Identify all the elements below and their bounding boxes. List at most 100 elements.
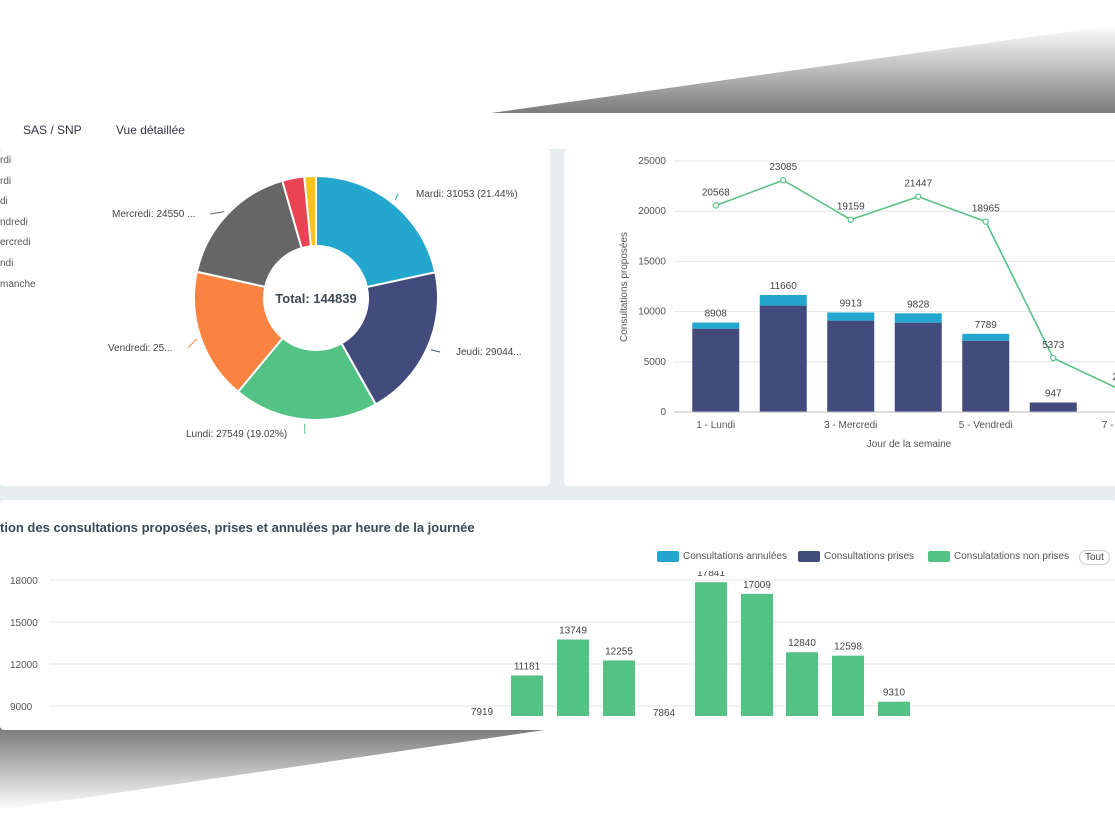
hourly-bar [832, 655, 864, 716]
donut-chart: Mardi: 31053 (21.44%) Jeudi: 29044... Lund… [108, 174, 522, 440]
x-tick-label: 1 - Lundi [696, 420, 735, 431]
pie-slice-mardi [315, 174, 437, 289]
y-tick-label: 20000 [638, 206, 666, 217]
line-point [712, 202, 719, 209]
bar-prises [894, 322, 942, 412]
hourly-bar [786, 652, 818, 716]
bar-value-label: 8908 [705, 309, 728, 320]
y-tick-label: 12000 [10, 660, 38, 671]
bar-annulees [692, 322, 740, 329]
hourly-bar-label: 12840 [788, 638, 816, 649]
legend-item[interactable]: rdi [0, 155, 12, 166]
callout-line [209, 211, 225, 215]
y-tick-label: 15000 [10, 618, 38, 629]
hourly-bar-label: 12598 [834, 642, 862, 653]
legend-swatch [928, 551, 950, 562]
line-value-label: 5373 [1042, 340, 1065, 351]
y-tick-label: 5000 [644, 357, 667, 368]
pie-legend: rdi rdi di ndredi ercredi ndi manche [0, 155, 36, 299]
bar-prises [962, 340, 1010, 412]
legend-swatch [798, 551, 820, 562]
legend-item[interactable]: di [0, 196, 8, 208]
legend-prises[interactable]: Consultations prises [798, 551, 914, 562]
line-point [847, 216, 854, 223]
weekday-card: 0 5000 10000 15000 20000 25000 8908 1 - Lundi 11… [564, 149, 1115, 486]
line-value-label: 18965 [972, 204, 1000, 215]
bar-annulees [827, 312, 875, 321]
donut-card: rdi rdi di ndredi ercredi ndi manche Mar… [0, 149, 550, 486]
bar-annulees [962, 333, 1010, 341]
legend-label: Consultations annulées [683, 551, 787, 562]
bar-value-label: 9828 [907, 299, 930, 310]
y-tick-label: 18000 [10, 576, 38, 587]
legend-item[interactable]: ndredi [0, 216, 28, 228]
bar-annulees [759, 294, 807, 306]
tout-button[interactable]: Tout [1079, 550, 1110, 565]
line-point [780, 177, 787, 184]
bar-prises [692, 328, 740, 412]
legend-label: Consulatations non prises [954, 551, 1070, 562]
x-axis-title: Jour de la semaine [867, 439, 952, 450]
slice-callout: Mercredi: 24550 ... [112, 209, 195, 220]
tab-sas-snp[interactable]: SAS / SNP [23, 123, 82, 137]
legend-label: Consultations prises [824, 551, 915, 562]
slice-callout: Lundi: 27549 (19.02%) [186, 429, 287, 440]
pie-slice-vendredi [193, 270, 285, 394]
bar-value-label: 947 [1045, 388, 1062, 399]
x-tick-label: 7 - Dima [1102, 420, 1115, 431]
donut-center-label: Total: 144839 [275, 291, 356, 306]
callout-line [187, 338, 198, 349]
line-value-label: 21447 [904, 179, 932, 190]
slice-callout: Jeudi: 29044... [456, 347, 522, 358]
bar-value-label: 9913 [840, 298, 863, 309]
hourly-bar [511, 675, 543, 716]
legend-item[interactable]: manche [0, 278, 36, 290]
top-navigation: SAS / SNP Vue détaillée [0, 113, 1115, 150]
hourly-bar [557, 639, 589, 716]
hourly-chart-title: tion des consultations proposées, prises… [0, 520, 475, 535]
bar-prises [759, 305, 807, 412]
line-point [915, 193, 922, 200]
pie-slice-jeudi [340, 271, 439, 406]
tab-vue-detaillee[interactable]: Vue détaillée [116, 123, 185, 137]
y-axis-title: Consultations proposées [619, 232, 630, 342]
legend-non-prises[interactable]: Consulatations non prises [928, 551, 1069, 562]
legend-item[interactable]: rdi [0, 175, 12, 187]
slice-callout: Mardi: 31053 (21.44%) [416, 189, 518, 200]
y-tick-label: 25000 [638, 156, 666, 167]
legend-annulees[interactable]: Consultations annulées [657, 551, 787, 562]
pie-slice-mercredi [195, 179, 303, 289]
x-tick-label: 5 - Vendredi [959, 420, 1013, 431]
slice-callout: Vendredi: 25... [108, 343, 173, 354]
hourly-bar-label: 17009 [743, 580, 771, 591]
x-tick-label: 3 - Mercredi [824, 420, 877, 431]
y-tick-label: 9000 [10, 702, 33, 713]
hourly-chart: 9000 12000 15000 18000 7919 11181 13749 12255 78… [10, 571, 1115, 716]
bar-value-label: 11660 [770, 281, 798, 292]
line-value-label: 20568 [702, 187, 730, 198]
line-point [982, 218, 989, 225]
legend-item[interactable]: ndi [0, 257, 14, 269]
hourly-bar-label: 12255 [605, 646, 633, 657]
pie-slice-dimanche [303, 174, 317, 248]
y-tick-label: 10000 [638, 307, 666, 318]
line-value-label: 23085 [769, 162, 797, 173]
line-value-label: 220 [1112, 372, 1115, 383]
legend-item[interactable]: ercredi [0, 237, 31, 249]
line-point [1050, 354, 1057, 362]
hourly-bar-label: 7864 [653, 708, 676, 716]
hourly-bar-label: 7919 [471, 707, 494, 716]
bar-annulees [894, 313, 942, 323]
callout-line [430, 349, 441, 353]
y-tick-label: 0 [660, 407, 666, 418]
callout-line [394, 193, 399, 201]
top-shadow [470, 25, 1115, 116]
legend-swatch [657, 551, 679, 562]
bar-prises [827, 320, 875, 412]
hourly-bar [741, 593, 773, 716]
pie-slice-lundi [236, 336, 378, 421]
weekday-chart: 0 5000 10000 15000 20000 25000 8908 1 - Lundi 11… [619, 156, 1115, 450]
hourly-bar [878, 701, 910, 716]
hourly-bar-label: 17841 [697, 571, 725, 579]
bar-value-label: 7789 [975, 320, 998, 331]
